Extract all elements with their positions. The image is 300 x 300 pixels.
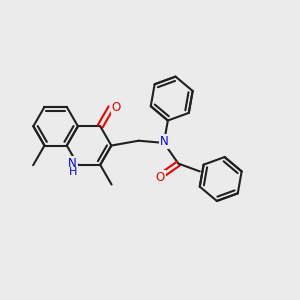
- Text: O: O: [156, 171, 165, 184]
- Text: O: O: [112, 101, 121, 114]
- Text: N: N: [68, 157, 77, 170]
- Text: H: H: [68, 167, 77, 177]
- Text: N: N: [160, 135, 168, 148]
